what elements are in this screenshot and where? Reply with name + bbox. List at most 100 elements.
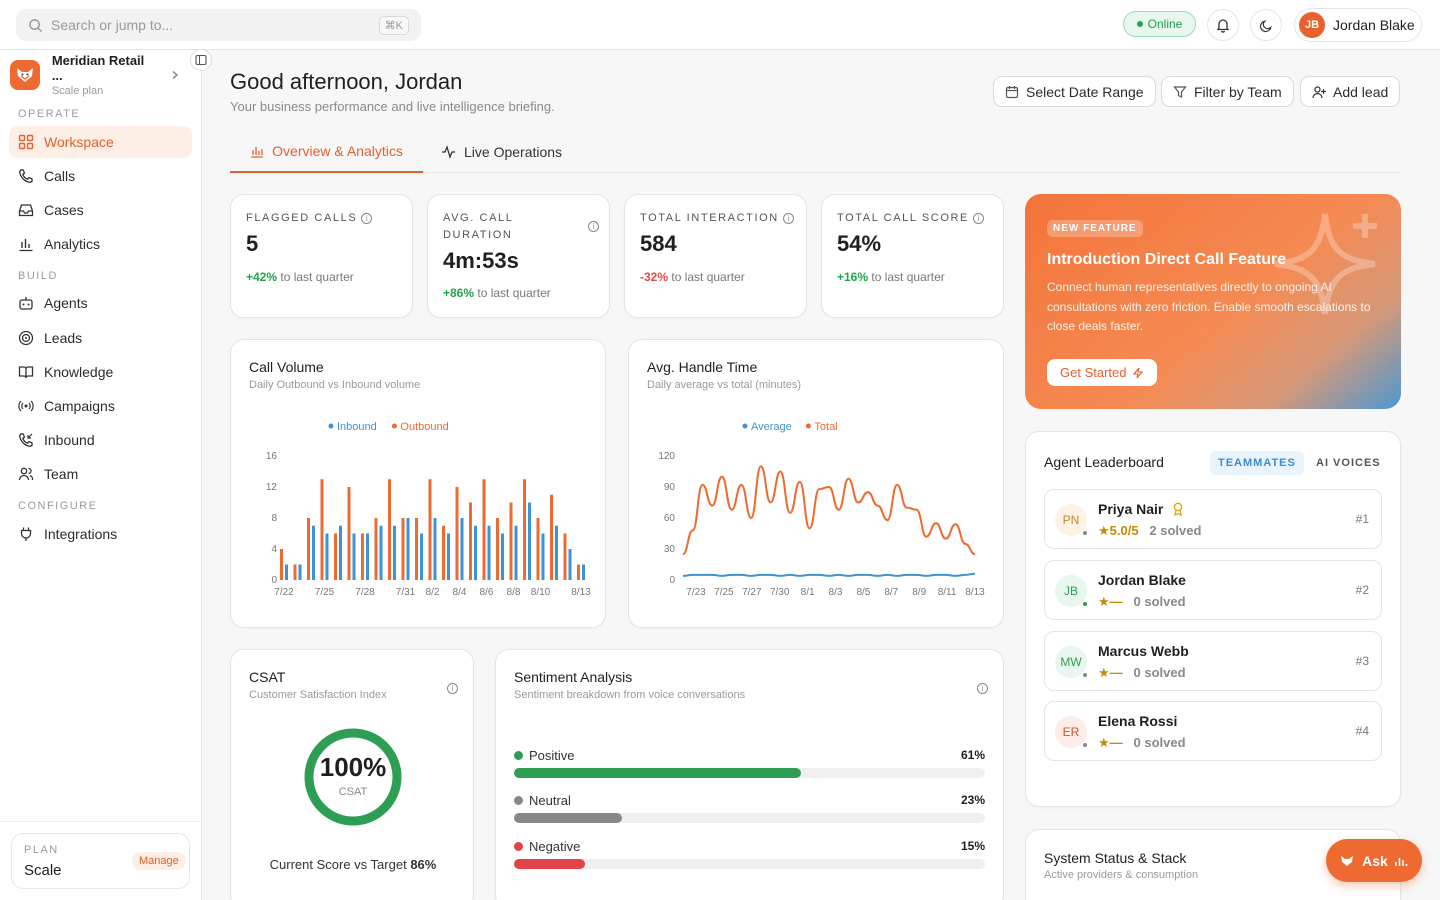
tab-ai-voices[interactable]: AI VOICES — [1316, 457, 1381, 469]
csat-card: CSAT Customer Satisfaction Index i 100% … — [230, 649, 474, 900]
bar-outbound — [469, 502, 472, 580]
target-icon — [18, 330, 34, 346]
collapse-sidebar-button[interactable] — [190, 49, 212, 71]
search-placeholder: Search or jump to... — [51, 17, 174, 33]
sidebar-item-cases[interactable]: Cases — [9, 194, 192, 226]
chevron-right-icon — [172, 71, 178, 79]
select-date-range-button[interactable]: Select Date Range — [993, 76, 1156, 107]
bar-inbound — [366, 533, 369, 580]
leaderboard-row[interactable]: ER Elena Rossi ★— 0 solved #4 — [1044, 701, 1382, 761]
handle-time-chart: Average Total 0 30 60 90 120 7/23 7/25 7/27 7/30 8/… — [658, 421, 985, 598]
x-tick-label: 8/2 — [426, 587, 440, 598]
tab-live-operations[interactable]: Live Operations — [441, 130, 562, 173]
sidebar-item-calls[interactable]: Calls — [9, 160, 192, 192]
users-icon — [18, 467, 34, 481]
kpi-card-flagged-calls: FLAGGED CALLS i 5 +42% to last quarter — [230, 194, 413, 318]
sidebar-item-agents[interactable]: Agents — [9, 287, 192, 319]
avatar: MW — [1055, 646, 1087, 678]
star-icon: ★ — [1098, 594, 1110, 609]
x-tick-label: 8/3 — [829, 587, 843, 598]
bar-inbound — [582, 564, 585, 580]
search-input[interactable]: Search or jump to... ⌘K — [16, 9, 421, 41]
kpi-delta: +86% to last quarter — [443, 286, 551, 300]
sidebar-item-team[interactable]: Team — [9, 458, 192, 490]
kpi-card-total-call-score: TOTAL CALL SCORE i 54% +16% to last quart… — [821, 194, 1004, 318]
bar-inbound — [420, 533, 423, 580]
notifications-button[interactable] — [1207, 9, 1239, 41]
top-bar: Search or jump to... ⌘K Online JB Jordan… — [0, 0, 1440, 50]
bar-inbound — [460, 518, 464, 580]
sidebar-item-integrations[interactable]: Integrations — [9, 518, 192, 550]
sentiment-subtitle: Sentiment breakdown from voice conversat… — [514, 689, 746, 701]
tab-teammates[interactable]: TEAMMATES — [1210, 451, 1304, 475]
sidebar-item-label: Leads — [44, 330, 83, 346]
kpi-value: 4m:53s — [443, 248, 519, 273]
bar-inbound — [433, 518, 437, 580]
info-icon[interactable]: i — [782, 212, 794, 224]
bar-inbound — [568, 549, 572, 580]
bar-inbound — [447, 533, 450, 580]
page-title: Good afternoon, Jordan — [230, 69, 463, 94]
bar-inbound — [474, 525, 477, 580]
x-tick-label: 7/31 — [396, 587, 416, 598]
agent-name: Priya Nair — [1098, 501, 1184, 517]
sidebar-item-campaigns[interactable]: Campaigns — [9, 390, 192, 422]
info-icon[interactable]: i — [972, 212, 984, 224]
promo-title: Introduction Direct Call Feature — [1047, 251, 1287, 268]
y-tick-label: 30 — [664, 544, 676, 555]
bar-outbound — [509, 502, 513, 580]
bar-outbound — [496, 518, 499, 580]
sidebar-item-leads[interactable]: Leads — [9, 322, 192, 354]
user-name: Jordan Blake — [1333, 17, 1415, 33]
legend-marker — [742, 423, 748, 429]
info-icon[interactable]: i — [447, 683, 458, 694]
tab-overview-analytics[interactable]: Overview & Analytics — [230, 130, 423, 173]
bar-outbound — [455, 487, 459, 580]
get-started-button[interactable]: Get Started — [1047, 359, 1158, 386]
org-name: Meridian Retail ... — [51, 53, 145, 83]
sidebar-item-label: Analytics — [44, 236, 101, 252]
avatar: PN — [1055, 504, 1087, 536]
info-icon[interactable]: i — [361, 212, 373, 224]
leaderboard-title: Agent Leaderboard — [1044, 454, 1164, 470]
sidebar-item-inbound[interactable]: Inbound — [9, 424, 192, 456]
plug-icon — [20, 527, 32, 541]
presence-dot — [1082, 742, 1088, 748]
sidebar-item-workspace[interactable]: Workspace — [9, 126, 192, 158]
positive-dot — [514, 751, 523, 760]
bar-inbound — [528, 502, 531, 580]
manage-plan-button[interactable]: Manage — [132, 852, 186, 870]
bar-inbound — [501, 533, 504, 580]
user-menu[interactable]: JB Jordan Blake — [1294, 8, 1422, 42]
csat-title: CSAT — [249, 669, 286, 685]
x-tick-label: 8/8 — [507, 587, 521, 598]
bar-outbound — [482, 479, 486, 580]
tab-label: Overview & Analytics — [272, 142, 403, 159]
info-icon[interactable]: i — [977, 683, 988, 694]
org-switcher[interactable]: Meridian Retail ... Scale plan — [10, 53, 192, 97]
bar-outbound — [550, 494, 553, 580]
sentiment-pct: 15% — [960, 839, 985, 853]
leaderboard-row[interactable]: PN Priya Nair ★5.0/5 2 solved #1 — [1044, 489, 1382, 549]
sidebar-item-label: Workspace — [44, 134, 114, 150]
info-icon[interactable]: i — [588, 221, 599, 232]
y-tick-label: 0 — [271, 575, 277, 586]
ask-assistant-button[interactable]: Ask — [1326, 839, 1422, 882]
bar-outbound — [442, 525, 445, 580]
leaderboard-row[interactable]: MW Marcus Webb ★— 0 solved #3 — [1044, 631, 1382, 691]
sidebar-item-analytics[interactable]: Analytics — [9, 228, 192, 260]
section-build: BUILD — [18, 270, 58, 282]
kpi-label: TOTAL CALL SCORE i — [837, 210, 984, 227]
bar-chart-icon — [251, 146, 264, 158]
x-tick-label: 7/27 — [742, 587, 762, 598]
bar-outbound — [401, 518, 405, 580]
sidebar-item-knowledge[interactable]: Knowledge — [9, 356, 192, 388]
presence-dot — [1082, 672, 1088, 678]
filter-by-team-button[interactable]: Filter by Team — [1161, 76, 1294, 107]
leaderboard-row[interactable]: JB Jordan Blake ★— 0 solved #2 — [1044, 560, 1382, 620]
series-line-average — [682, 572, 976, 577]
legend-marker — [805, 423, 811, 429]
add-lead-button[interactable]: Add lead — [1300, 76, 1401, 107]
theme-toggle-button[interactable] — [1250, 9, 1282, 41]
agent-rank: #4 — [1355, 724, 1369, 738]
